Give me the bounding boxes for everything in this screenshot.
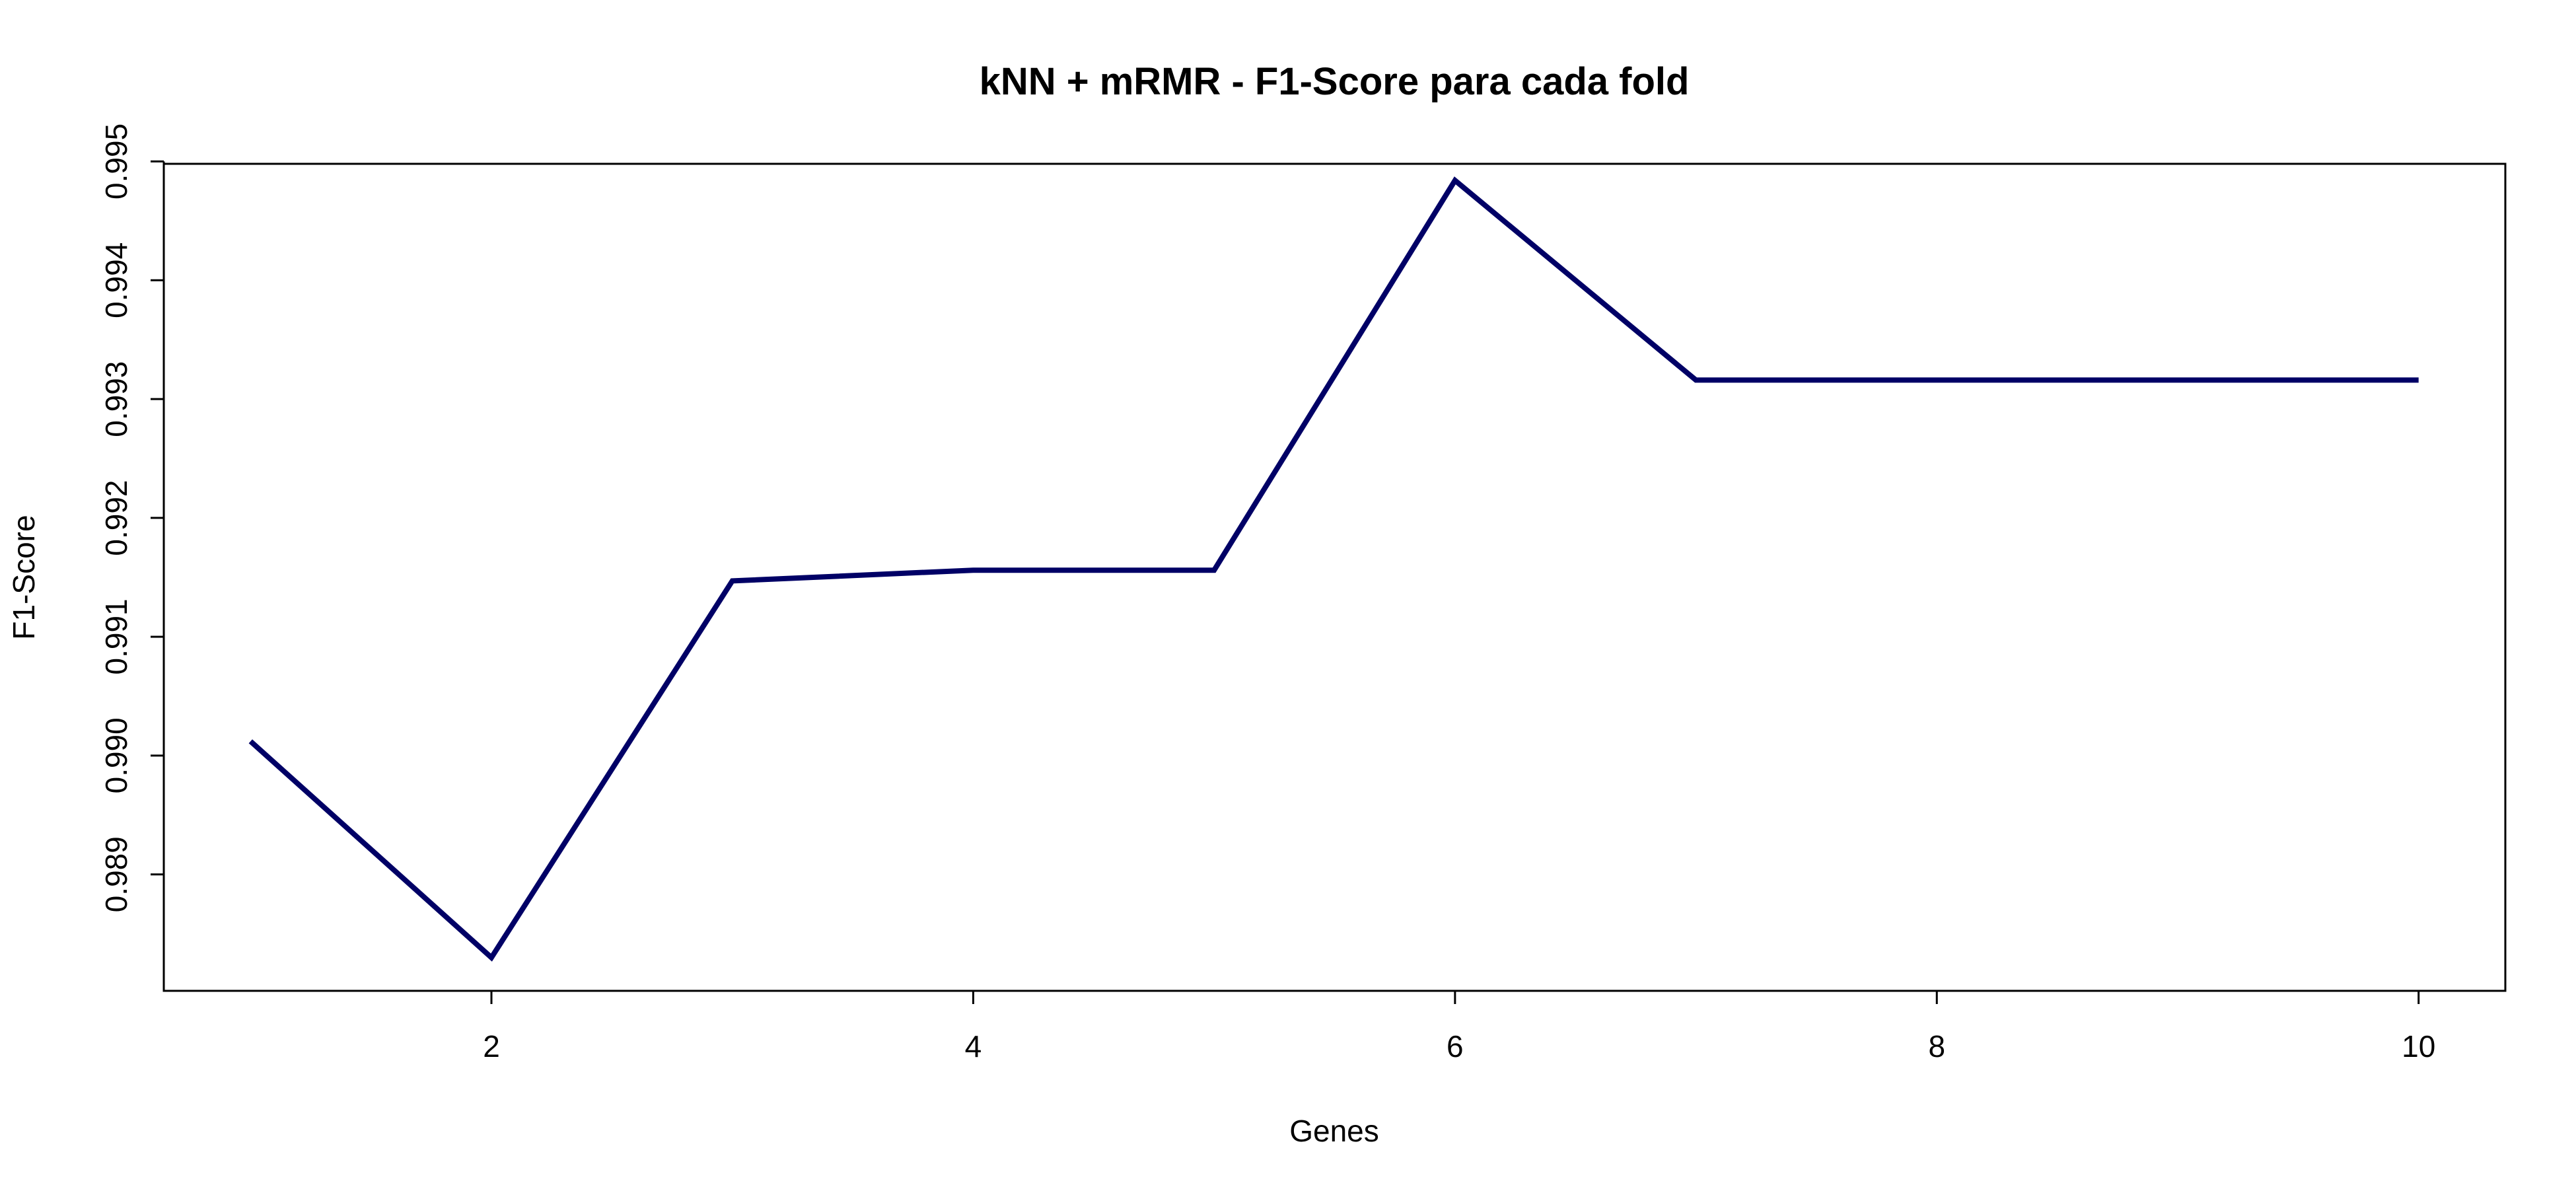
x-tick-label: 4 (965, 1029, 982, 1063)
y-tick-label: 0.992 (99, 480, 133, 556)
y-tick-label: 0.994 (99, 242, 133, 318)
y-tick-label: 0.990 (99, 717, 133, 793)
y-tick-label: 0.995 (99, 124, 133, 199)
x-tick-label: 10 (2402, 1029, 2435, 1063)
x-tick-label: 8 (1928, 1029, 1945, 1063)
x-axis: 2 4 6 8 10 (483, 990, 2435, 1063)
series-layer (248, 176, 2419, 962)
series-line (248, 176, 2419, 962)
plot-frame (162, 162, 2507, 992)
x-tick-label: 2 (483, 1029, 500, 1063)
y-axis: 0.989 0.990 0.991 0.992 0.993 0.994 0.995 (99, 124, 165, 912)
x-axis-label: Genes (1289, 1114, 1379, 1148)
y-tick-label: 0.993 (99, 361, 133, 437)
y-axis-label: F1-Score (7, 515, 41, 639)
x-tick-label: 6 (1447, 1029, 1464, 1063)
y-tick-label: 0.991 (99, 598, 133, 674)
y-tick-label: 0.989 (99, 836, 133, 912)
chart-title: kNN + mRMR - F1-Score para cada fold (980, 60, 1690, 103)
